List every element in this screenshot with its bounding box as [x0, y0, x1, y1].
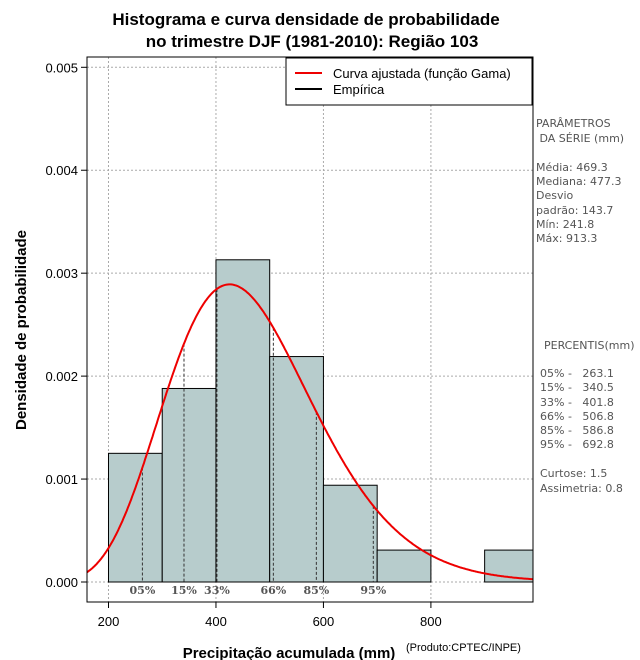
- x-tick-label-1: 400: [205, 614, 227, 629]
- percentile-label-95%: 95%: [360, 584, 386, 597]
- percentile-label-33%: 33%: [204, 584, 230, 597]
- param-media: Média: 469.3: [536, 161, 608, 174]
- param-min: Mín: 241.8: [536, 218, 594, 231]
- percentis-heading: PERCENTIS(mm): [544, 339, 635, 352]
- param-padrao: padrão: 143.7: [536, 204, 613, 217]
- histogram-bars: [107, 259, 534, 583]
- percentile-label-85%: 85%: [303, 584, 329, 597]
- chart-title-line-2: no trimestre DJF (1981-2010): Região 103: [146, 32, 479, 51]
- y-axis-label: Densidade de probabilidade: [13, 230, 30, 430]
- percentil-66: 66% - 506.8: [540, 410, 614, 423]
- y-tick-label-5: 0.005: [45, 60, 78, 75]
- y-tick-label-1: 0.001: [45, 472, 78, 487]
- histogram-bar-5: [376, 549, 432, 583]
- x-tick-label-2: 600: [313, 614, 335, 629]
- y-tick-label-4: 0.004: [45, 163, 78, 178]
- histogram-bar-1: [161, 387, 217, 583]
- plot-frame: [86, 56, 534, 603]
- param-desvio: Desvio: [536, 189, 574, 202]
- legend: Curva ajustada (função Gama) Empírica: [285, 57, 533, 106]
- percentil-15: 15% - 340.5: [540, 381, 614, 394]
- percentil-85: 85% - 586.8: [540, 424, 614, 437]
- percentile-label-15%: 15%: [171, 584, 197, 597]
- credit-label: (Produto:CPTEC/INPE): [406, 642, 521, 654]
- y-axis-ticks: 0.000 0.001 0.002 0.003 0.004 0.005: [45, 60, 87, 590]
- params-heading-line-2: DA SÉRIE (mm): [536, 132, 624, 145]
- chart-title-line-1: Histograma e curva densidade de probabil…: [112, 10, 499, 29]
- x-axis-ticks: 200 400 600 800: [98, 602, 442, 629]
- x-tick-label-3: 800: [420, 614, 442, 629]
- percentile-label-05%: 05%: [130, 584, 156, 597]
- histogram-bar-4: [322, 484, 378, 583]
- legend-label-gamma: Curva ajustada (função Gama): [333, 66, 511, 81]
- stat-assimetria: Assimetria: 0.8: [540, 482, 623, 495]
- legend-label-empirica: Empírica: [333, 82, 385, 97]
- percentile-label-66%: 66%: [260, 584, 286, 597]
- y-tick-label-3: 0.003: [45, 266, 78, 281]
- param-max: Máx: 913.3: [536, 232, 597, 245]
- percentil-33: 33% - 401.8: [540, 396, 614, 409]
- params-heading-line-1: PARÂMETROS: [536, 117, 611, 130]
- series-statistics-panel: PARÂMETROS DA SÉRIE (mm) Média: 469.3 Me…: [536, 117, 635, 495]
- percentil-05: 05% - 263.1: [540, 367, 614, 380]
- param-mediana: Mediana: 477.3: [536, 175, 621, 188]
- percentile-markers: 05% 15% 33% 66% 85% 95%: [130, 288, 387, 597]
- legend-box: [285, 57, 533, 106]
- stat-curtose: Curtose: 1.5: [540, 467, 607, 480]
- histogram-bar-3: [269, 356, 324, 583]
- gamma-fit-curve: [86, 283, 534, 581]
- y-tick-label-0: 0.000: [45, 575, 78, 590]
- x-axis-label: Precipitação acumulada (mm): [183, 645, 396, 660]
- x-tick-label-0: 200: [98, 614, 120, 629]
- percentil-95: 95% - 692.8: [540, 438, 614, 451]
- histogram-bar-0: [107, 452, 163, 583]
- y-tick-label-2: 0.002: [45, 369, 78, 384]
